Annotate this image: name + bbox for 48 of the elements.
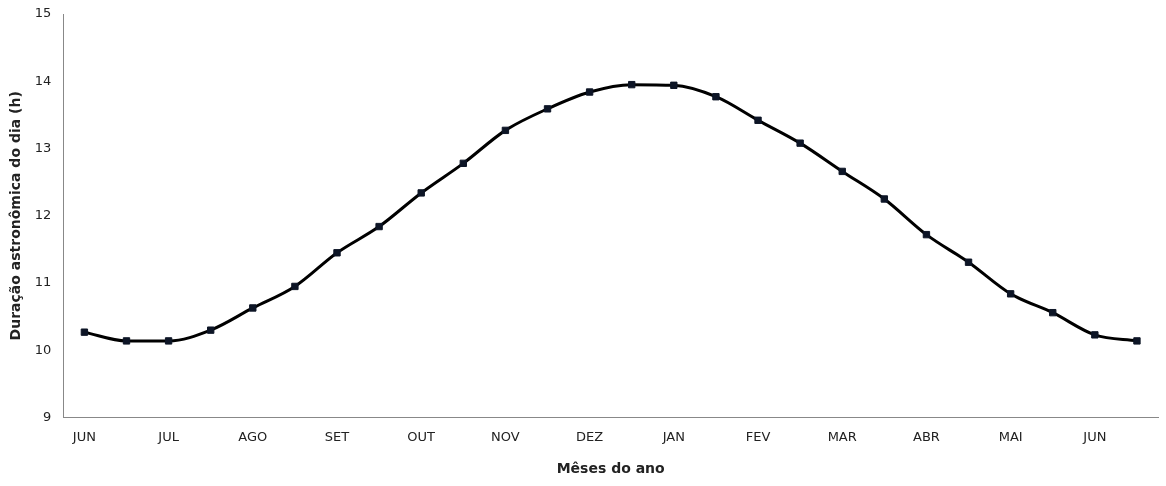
point [922, 230, 931, 239]
x-tick-label: AGO [238, 428, 268, 444]
point [1091, 331, 1099, 339]
point [207, 326, 215, 334]
point [1049, 308, 1057, 317]
point [333, 249, 341, 257]
y-tick-label: 9 [43, 408, 52, 424]
point [838, 167, 846, 176]
x-tick-label: SET [324, 428, 350, 444]
x-tick-label: JUL [157, 428, 180, 444]
x-tick-label: JAN [661, 428, 685, 444]
x-tick-label: DEZ [576, 428, 604, 444]
x-tick-label: OUT [407, 428, 436, 444]
y-tick-label: 14 [34, 72, 52, 88]
point [670, 81, 678, 89]
y-tick-label: 12 [34, 207, 52, 223]
x-tick-label: NOV [491, 428, 520, 444]
point [164, 337, 173, 345]
point [964, 258, 973, 266]
point [796, 139, 804, 147]
y-tick-label: 10 [34, 341, 52, 357]
point [417, 189, 425, 197]
point [80, 328, 89, 336]
x-axis-title: Mêses do ano [556, 460, 666, 477]
point [1133, 337, 1141, 345]
point [291, 282, 299, 291]
y-tick-label: 11 [34, 274, 52, 290]
point [122, 337, 131, 345]
point [585, 88, 594, 96]
y-tick-label: 15 [34, 5, 52, 21]
point [1006, 290, 1015, 298]
x-tick-label: ABR [913, 428, 940, 444]
point [501, 126, 510, 135]
x-tick-label: JUN [1082, 428, 1107, 444]
point [543, 105, 552, 113]
point [459, 159, 467, 168]
x-tick-label: MAR [827, 428, 857, 444]
point [249, 304, 257, 312]
y-tick-label: 13 [34, 139, 52, 155]
point [628, 80, 636, 89]
x-tick-label: MAI [998, 428, 1023, 444]
x-tick-label: JUN [71, 428, 96, 444]
x-tick-label: FEV [745, 428, 771, 444]
point [754, 116, 762, 124]
point [375, 222, 383, 231]
y-axis-title: Duração astronômica do dia (h) [7, 91, 24, 341]
point [880, 195, 889, 203]
point [712, 93, 720, 101]
